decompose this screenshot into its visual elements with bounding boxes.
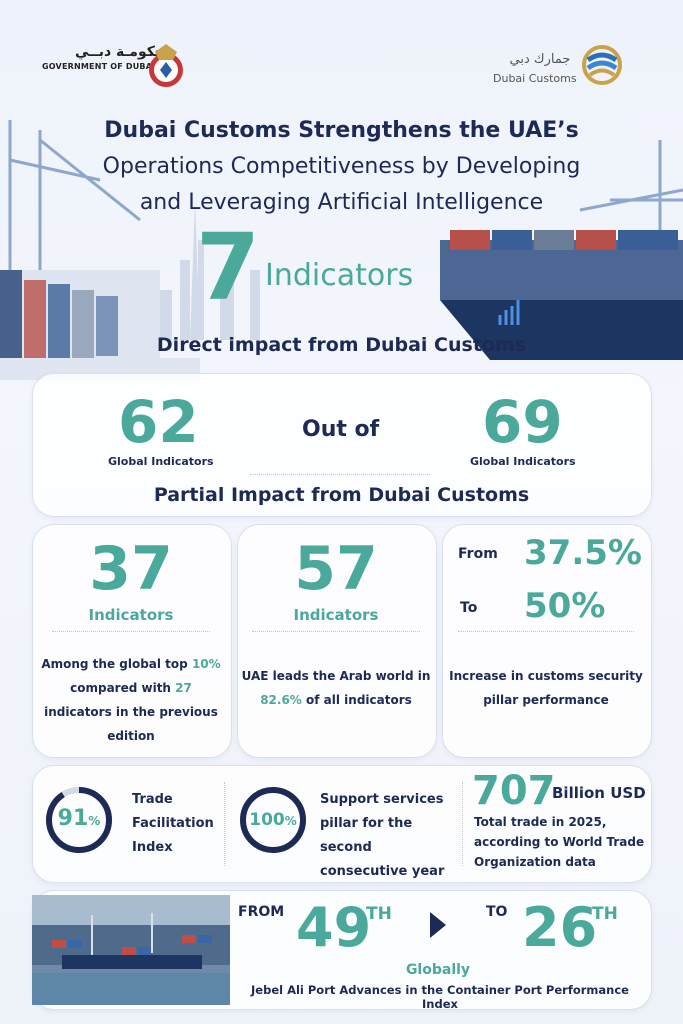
dubai-customs-arabic: جمارك دبي: [509, 52, 571, 67]
divider: [462, 782, 463, 866]
port-from-suffix: TH: [366, 904, 392, 924]
direct-impact-heading: Direct impact from Dubai Customs: [156, 334, 527, 356]
arrow-right-icon: [430, 912, 446, 938]
direct-impact-value: 62: [118, 388, 199, 456]
card3-description: Increase in customs security pillar perf…: [449, 669, 643, 707]
dubai-customs-logo: [582, 45, 622, 85]
port-to-suffix: TH: [592, 904, 618, 924]
globally-label: Globally: [405, 962, 471, 978]
city-skyline-illustration: [160, 200, 260, 340]
port-from-label: FROM: [238, 904, 285, 920]
trade-facilitation-ring: [46, 787, 112, 853]
total-trade-unit: Billion USD: [552, 784, 646, 802]
cargo-ship-illustration: [440, 140, 683, 360]
direct-impact-card: [32, 373, 652, 517]
jebel-ali-port-photo: [32, 895, 230, 1005]
partial-impact-card-3: [442, 524, 652, 758]
government-of-dubai-arabic: حكومـة دبــي: [74, 44, 165, 60]
port-to-label: TO: [486, 904, 508, 920]
headline-label: Indicators: [265, 258, 414, 293]
total-trade-value: 707: [472, 768, 556, 814]
card1-description: Among the global top 10% compared with 2…: [41, 657, 221, 743]
support-services-ring: [240, 787, 306, 853]
title-line-2: Operations Competitiveness by Developing: [102, 154, 581, 179]
card1-value: 37: [89, 534, 173, 604]
card2-label: Indicators: [293, 606, 379, 624]
divider: [252, 631, 420, 632]
total-trade-description: Total trade in 2025, according to World …: [474, 815, 645, 869]
port-from-rank: 49: [296, 896, 372, 959]
from-label: From: [458, 546, 498, 562]
from-value: 37.5%: [524, 533, 642, 573]
government-of-dubai-label: GOVERNMENT OF DUBAI: [42, 62, 156, 71]
support-services-description: Support services pillar for the second c…: [320, 792, 445, 879]
divider: [458, 631, 634, 632]
total-indicators-value: 69: [482, 388, 563, 456]
to-value: 50%: [524, 586, 606, 626]
port-description: Jebel Ali Port Advances in the Container…: [251, 983, 629, 1011]
port-to-rank: 26: [522, 896, 598, 959]
direct-impact-label: Global Indicators: [108, 455, 214, 468]
trade-facilitation-progress: [46, 787, 112, 853]
divider: [52, 631, 210, 632]
total-indicators-label: Global Indicators: [470, 455, 576, 468]
dubai-customs-label: Dubai Customs: [493, 72, 577, 85]
support-services-value: 100%: [249, 810, 297, 830]
card1-label: Indicators: [88, 606, 174, 624]
card2-description: UAE leads the Arab world in 82.6% of all…: [241, 669, 431, 707]
divider: [250, 474, 430, 475]
card2-value: 57: [294, 534, 378, 604]
title-line-3: and Leveraging Artificial Intelligence: [139, 190, 544, 215]
headline-number: 7: [196, 214, 261, 321]
partial-impact-card-2: [237, 524, 437, 758]
title-line-1: Dubai Customs Strengthens the UAE’s: [104, 118, 579, 143]
partial-impact-heading: Partial Impact from Dubai Customs: [153, 484, 530, 506]
support-services-progress: [240, 787, 306, 853]
trade-facilitation-value: 91%: [57, 806, 101, 831]
trade-facilitation-description: Trade Facilitation Index: [132, 792, 214, 855]
stats-card: [32, 765, 652, 883]
to-label: To: [460, 600, 478, 616]
partial-impact-card-1: [32, 524, 232, 758]
dubai-government-emblem: [149, 44, 183, 87]
divider: [224, 782, 225, 866]
out-of-label: Out of: [302, 417, 380, 442]
